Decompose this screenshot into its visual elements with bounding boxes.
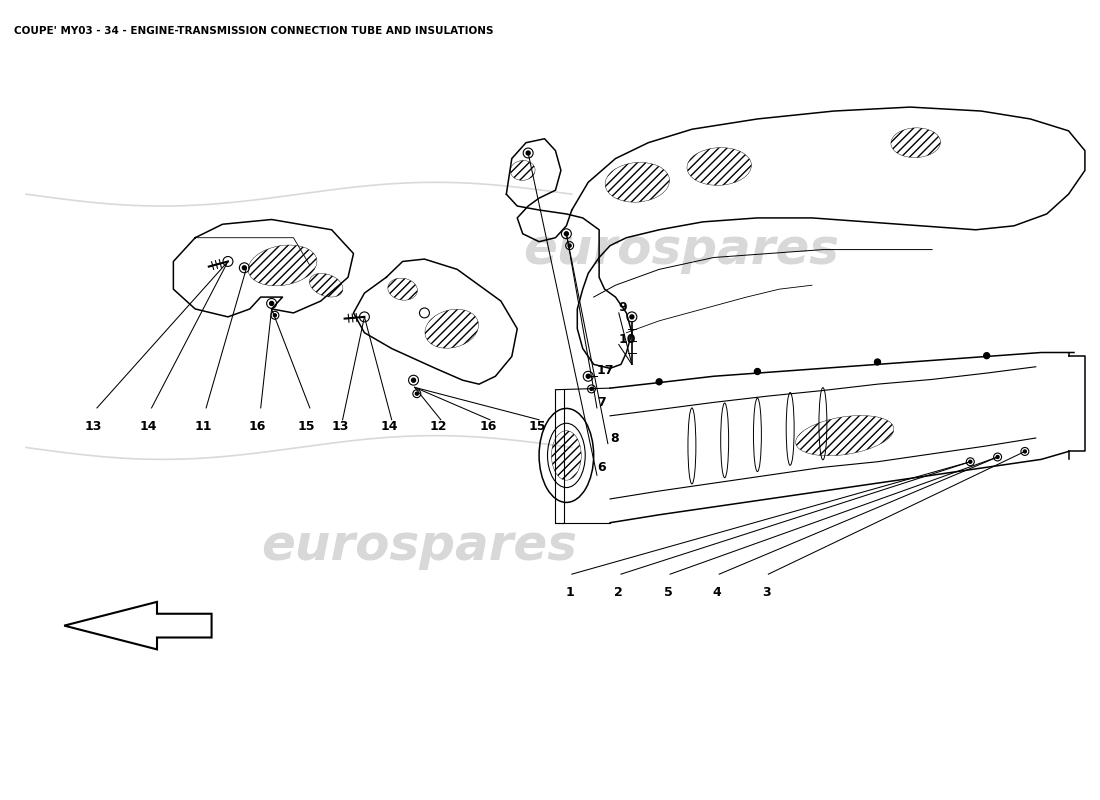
Text: 15: 15 (298, 420, 316, 433)
Circle shape (1023, 450, 1026, 453)
Text: eurospares: eurospares (261, 522, 578, 570)
Text: 17: 17 (597, 364, 615, 378)
Text: 4: 4 (713, 586, 722, 599)
Text: 5: 5 (663, 586, 672, 599)
Circle shape (411, 378, 416, 382)
Circle shape (270, 302, 274, 306)
Text: 16: 16 (480, 420, 496, 433)
Text: 14: 14 (140, 420, 157, 433)
Circle shape (630, 315, 634, 319)
Text: COUPE' MY03 - 34 - ENGINE-TRANSMISSION CONNECTION TUBE AND INSULATIONS: COUPE' MY03 - 34 - ENGINE-TRANSMISSION C… (14, 26, 494, 36)
Circle shape (590, 387, 593, 390)
Circle shape (564, 232, 569, 236)
Circle shape (755, 369, 760, 374)
Text: 8: 8 (610, 431, 618, 445)
Circle shape (526, 151, 530, 155)
Circle shape (983, 353, 990, 358)
Text: 3: 3 (762, 586, 770, 599)
Circle shape (416, 392, 418, 395)
Text: 2: 2 (615, 586, 623, 599)
Text: 16: 16 (249, 420, 266, 433)
Circle shape (569, 244, 571, 247)
Text: 11: 11 (194, 420, 211, 433)
Text: 14: 14 (381, 420, 398, 433)
Text: 15: 15 (528, 420, 546, 433)
Text: 13: 13 (332, 420, 349, 433)
Text: 6: 6 (597, 461, 606, 474)
Text: 1: 1 (565, 586, 574, 599)
Text: 7: 7 (597, 396, 606, 409)
Circle shape (242, 266, 246, 270)
Circle shape (657, 379, 662, 385)
Circle shape (997, 455, 999, 458)
Text: 10: 10 (619, 333, 636, 346)
Text: eurospares: eurospares (522, 226, 839, 274)
Text: 12: 12 (430, 420, 448, 433)
Circle shape (586, 374, 591, 378)
Circle shape (274, 314, 276, 317)
Text: 9: 9 (619, 301, 627, 314)
Circle shape (969, 460, 971, 463)
Text: 13: 13 (85, 420, 102, 433)
Circle shape (874, 359, 880, 365)
